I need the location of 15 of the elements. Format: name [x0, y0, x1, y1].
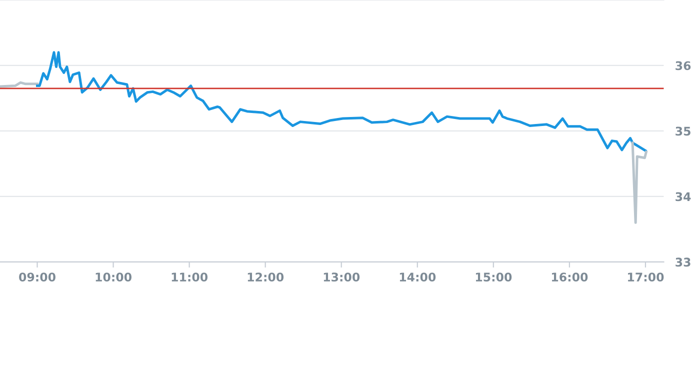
- x-tick-label: 10:00: [96, 272, 132, 282]
- y-tick-label: 35: [676, 126, 690, 136]
- y-tick-label: 34: [676, 192, 691, 202]
- x-tick-label: 17:00: [628, 272, 664, 282]
- line-series: [36, 51, 647, 152]
- x-tick-label: 09:00: [19, 272, 56, 282]
- line-series: [631, 142, 648, 224]
- x-tick-label: 13:00: [324, 272, 360, 282]
- x-tick-label: 15:00: [476, 272, 512, 282]
- x-tick-label: 14:00: [400, 272, 436, 282]
- y-tick-label: 33: [676, 258, 690, 267]
- x-tick-label: 12:00: [248, 272, 284, 282]
- y-tick-label: 36: [676, 61, 691, 70]
- x-tick-label: 11:00: [172, 272, 208, 282]
- x-tick-label: 16:00: [552, 272, 588, 282]
